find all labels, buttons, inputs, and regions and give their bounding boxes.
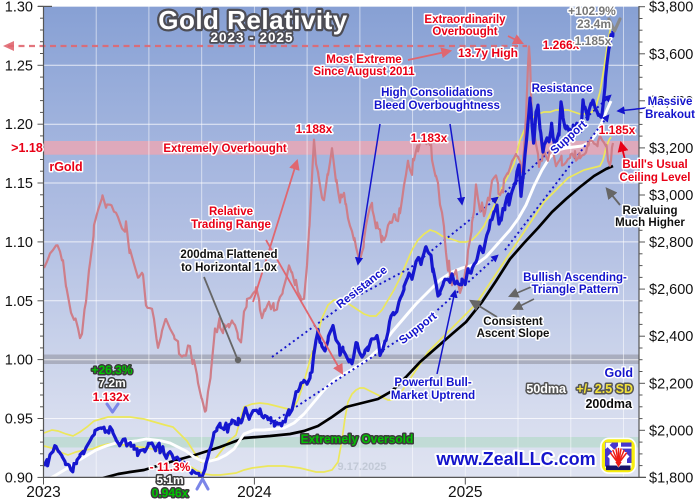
svg-text:Much Higher: Much Higher [615, 217, 685, 229]
svg-text:9.17.2025: 9.17.2025 [338, 461, 387, 473]
svg-text:www.ZealLLC.com: www.ZealLLC.com [435, 449, 595, 469]
svg-text:Extremely Overbought: Extremely Overbought [163, 143, 287, 155]
svg-text:- 11.3%: - 11.3% [150, 460, 191, 474]
svg-text:1.00: 1.00 [5, 353, 33, 369]
svg-text:1.132x: 1.132x [93, 390, 130, 404]
svg-text:$3,200: $3,200 [649, 141, 693, 157]
svg-text:Since August 2011: Since August 2011 [313, 66, 415, 78]
svg-text:$1,800: $1,800 [649, 470, 693, 486]
svg-text:$2,200: $2,200 [649, 376, 693, 392]
svg-text:Resistance: Resistance [532, 83, 593, 95]
svg-text:13.7y High: 13.7y High [458, 46, 518, 60]
svg-text:+/- 2.5 SD: +/- 2.5 SD [576, 382, 633, 396]
svg-text:7.2m: 7.2m [98, 376, 125, 390]
svg-text:Consistent: Consistent [483, 316, 543, 328]
svg-text:+102.9%: +102.9% [568, 4, 616, 18]
svg-text:50dma: 50dma [526, 382, 567, 396]
svg-text:1.05: 1.05 [5, 294, 33, 310]
svg-text:$2,600: $2,600 [649, 282, 693, 298]
svg-text:2025: 2025 [448, 484, 482, 500]
svg-text:1.183x: 1.183x [411, 131, 448, 145]
svg-text:$2,000: $2,000 [649, 423, 693, 439]
svg-text:200dma: 200dma [585, 397, 633, 411]
svg-text:Extraordinarily: Extraordinarily [424, 14, 506, 26]
svg-text:>1.18: >1.18 [11, 141, 43, 155]
svg-text:Extremely Oversold: Extremely Oversold [301, 432, 414, 446]
svg-text:Bull's Usual: Bull's Usual [622, 159, 687, 171]
svg-text:$3,600: $3,600 [649, 47, 693, 63]
svg-text:$3,000: $3,000 [649, 188, 693, 204]
svg-text:Trading Range: Trading Range [191, 219, 271, 231]
svg-text:23.4m: 23.4m [577, 17, 611, 31]
svg-text:Breakout: Breakout [645, 109, 695, 121]
svg-text:Revaluing: Revaluing [623, 205, 678, 217]
svg-text:0.90: 0.90 [5, 470, 33, 486]
svg-text:1.10: 1.10 [5, 235, 33, 251]
svg-text:Overbought: Overbought [432, 26, 497, 38]
svg-text:200dma Flattened: 200dma Flattened [180, 249, 277, 261]
svg-text:Bleed Overboughtness: Bleed Overboughtness [374, 100, 500, 112]
svg-text:1.25: 1.25 [5, 58, 33, 74]
svg-text:Gold: Gold [605, 366, 633, 380]
svg-text:Market Uptrend: Market Uptrend [391, 390, 475, 402]
svg-text:Gold Relativity: Gold Relativity [158, 5, 348, 35]
svg-text:1.185x: 1.185x [575, 34, 612, 48]
svg-text:0.946x: 0.946x [152, 486, 189, 500]
svg-text:1.20: 1.20 [5, 117, 33, 133]
svg-text:2023: 2023 [26, 484, 60, 500]
svg-text:Powerful Bull-: Powerful Bull- [394, 377, 471, 389]
svg-text:Triangle Pattern: Triangle Pattern [532, 284, 619, 296]
svg-text:Ascent Slope: Ascent Slope [477, 328, 550, 340]
svg-text:Relative: Relative [209, 206, 253, 218]
svg-text:to Horizontal 1.0x: to Horizontal 1.0x [181, 262, 277, 274]
svg-text:2024: 2024 [237, 484, 272, 500]
svg-text:5.1m: 5.1m [156, 473, 183, 487]
svg-text:$2,400: $2,400 [649, 329, 693, 345]
svg-text:Massive: Massive [648, 96, 693, 108]
svg-text:1.30: 1.30 [5, 0, 33, 15]
svg-text:1.266x: 1.266x [543, 38, 580, 52]
svg-text:1.185x: 1.185x [599, 123, 636, 137]
svg-text:2023 - 2025: 2023 - 2025 [210, 30, 293, 45]
svg-text:+26.3%: +26.3% [91, 363, 132, 377]
svg-text:$3,800: $3,800 [649, 0, 693, 16]
svg-text:$3,400: $3,400 [649, 94, 693, 110]
svg-text:Ceiling Level: Ceiling Level [620, 172, 691, 184]
svg-text:High Consolidations: High Consolidations [381, 87, 493, 99]
svg-text:Bullish Ascending-: Bullish Ascending- [523, 272, 627, 284]
svg-text:0.95: 0.95 [5, 412, 33, 428]
svg-text:rGold: rGold [49, 160, 82, 174]
svg-text:1.188x: 1.188x [296, 122, 333, 136]
svg-text:1.15: 1.15 [5, 176, 33, 192]
svg-text:Most Extreme: Most Extreme [326, 54, 401, 66]
svg-text:$2,800: $2,800 [649, 235, 693, 251]
